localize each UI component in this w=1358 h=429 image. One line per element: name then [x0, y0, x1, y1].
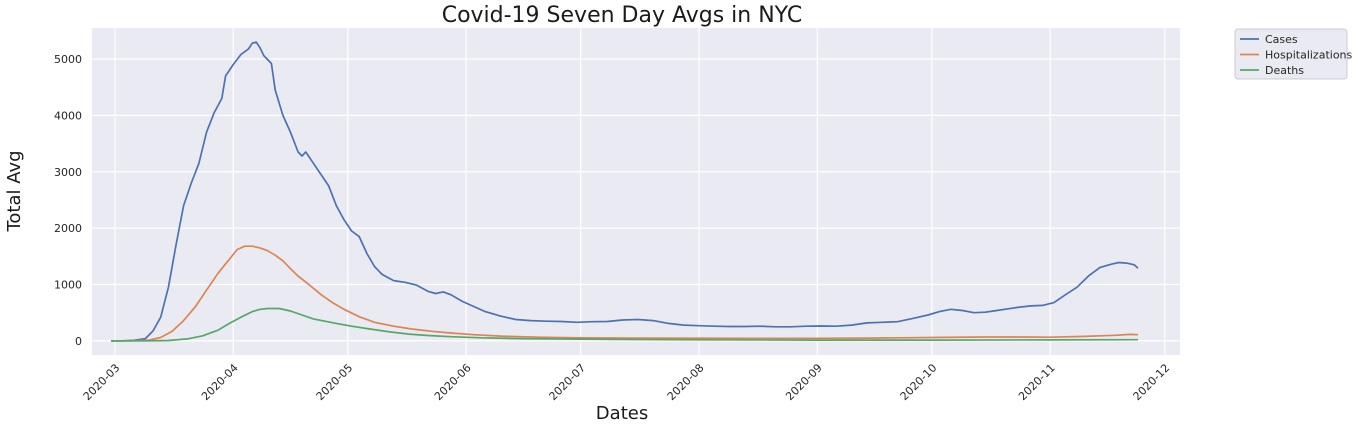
- plot-area: [92, 28, 1180, 355]
- legend-label-hospitalizations: Hospitalizations: [1265, 49, 1353, 62]
- legend: Cases Hospitalizations Deaths: [1234, 28, 1353, 80]
- y-tick-label: 0: [75, 335, 82, 348]
- x-tick-label: 2020-09: [783, 361, 825, 403]
- x-tick-label: 2020-06: [432, 361, 474, 403]
- x-axis-ticks: 2020-03 2020-04 2020-05 2020-06 2020-07 2020-…: [81, 361, 1173, 403]
- x-tick-label: 2020-08: [665, 361, 707, 403]
- series-line-cases: [111, 41, 1139, 342]
- legend-label-cases: Cases: [1265, 33, 1298, 46]
- x-tick-label: 2020-11: [1016, 361, 1058, 403]
- y-tick-label: 5000: [54, 53, 82, 66]
- grid: [92, 28, 1180, 355]
- x-tick-label: 2020-07: [547, 361, 589, 403]
- series-line-hospitalizations: [111, 245, 1139, 342]
- series-lines: [111, 41, 1139, 342]
- y-tick-label: 4000: [54, 109, 82, 122]
- x-axis-label: Dates: [596, 403, 648, 424]
- series-line-deaths: [111, 307, 1139, 342]
- y-tick-label: 3000: [54, 166, 82, 179]
- legend-box: [1234, 28, 1348, 80]
- x-tick-label: 2020-03: [81, 361, 123, 403]
- x-tick-label: 2020-05: [314, 361, 356, 403]
- chart-title: Covid-19 Seven Day Avgs in NYC: [442, 3, 803, 28]
- x-tick-label: 2020-12: [1131, 361, 1173, 403]
- legend-label-deaths: Deaths: [1265, 64, 1304, 77]
- y-tick-label: 1000: [54, 279, 82, 292]
- y-axis-ticks: 0 1000 2000 3000 4000 5000: [54, 53, 82, 348]
- y-tick-label: 2000: [54, 222, 82, 235]
- x-tick-label: 2020-04: [199, 361, 241, 403]
- y-axis-label: Total Avg: [4, 150, 25, 232]
- x-tick-label: 2020-10: [898, 361, 940, 403]
